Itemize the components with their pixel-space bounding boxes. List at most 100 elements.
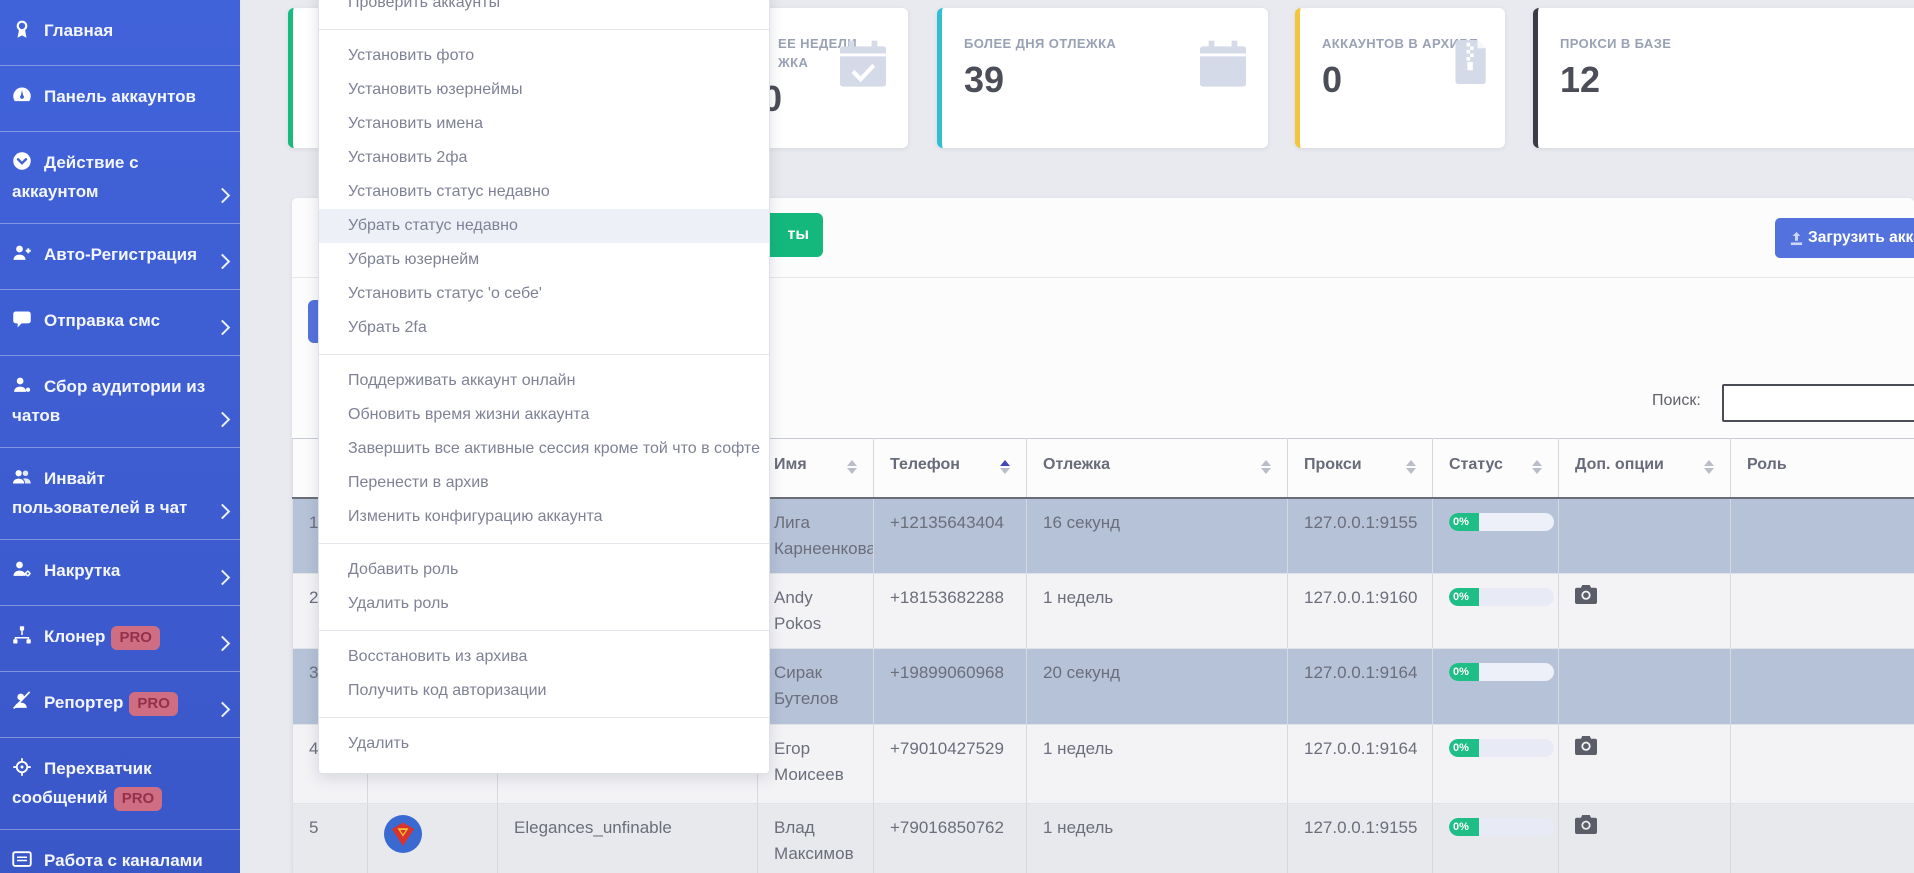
upload-accounts-button[interactable]: Загрузить акка [1775, 218, 1914, 258]
sidebar-item-boosting[interactable]: Накрутка [0, 540, 240, 606]
cell-name: Лига Карнеенкова [758, 498, 874, 574]
progress-value: 0% [1449, 588, 1479, 606]
cell-options [1559, 573, 1731, 648]
cell-phone: +79016850762 [874, 803, 1027, 873]
cell-row-number: 5 [293, 803, 368, 873]
people-icon [12, 467, 36, 495]
chat-icon [12, 309, 36, 337]
menu-item[interactable]: Установить юзернеймы [319, 73, 769, 107]
cell-delay: 20 секунд [1027, 648, 1288, 724]
cell-name: Влад Максимов [758, 803, 874, 873]
menu-item[interactable]: Убрать 2fa [319, 311, 769, 345]
column-header-label: Прокси [1304, 456, 1362, 473]
sidebar-item-reporter[interactable]: Репортер PRO [0, 672, 240, 738]
column-header-телефон[interactable]: Телефон [874, 439, 1027, 498]
search-label: Поиск: [1652, 392, 1701, 410]
sidebar-item-sms-sending[interactable]: Отправка смс [0, 290, 240, 356]
menu-item[interactable]: Поддерживать аккаунт онлайн [319, 364, 769, 398]
table-row[interactable]: 5Elegances_unfinableВлад Максимов+790168… [293, 803, 1914, 873]
menu-item[interactable]: Восстановить из архива [319, 640, 769, 674]
sidebar-item-label: Главная [44, 21, 113, 40]
person-gear-icon [12, 559, 36, 587]
sort-arrows-icon [847, 460, 857, 474]
sidebar-item-label: Работа с каналами [44, 851, 203, 870]
column-header-отлежка[interactable]: Отлежка [1027, 439, 1288, 498]
stat-card-value: 12 [1560, 61, 1911, 99]
column-header-статус[interactable]: Статус [1433, 439, 1559, 498]
cell-role [1731, 724, 1914, 803]
calendar-check-icon [840, 40, 886, 95]
account-actions-dropdown: Проверить аккаунтыУстановить фотоУстанов… [318, 0, 770, 774]
menu-item[interactable]: Установить имена [319, 107, 769, 141]
stat-card-label: ПРОКСИ В БАЗЕ [1560, 34, 1911, 53]
sort-arrows-icon [1261, 460, 1271, 474]
column-header-label: Роль [1747, 456, 1787, 473]
cell-proxy: 127.0.0.1:9160 [1288, 573, 1433, 648]
person-plus-icon [12, 243, 36, 271]
menu-item[interactable]: Удалить [319, 727, 769, 761]
sidebar-item-audience-collection[interactable]: Сбор аудитории из чатов [0, 356, 240, 448]
file-zip-icon [1455, 40, 1489, 89]
sidebar-item-label: Инвайт пользователей в чат [12, 469, 187, 517]
camera-icon[interactable] [1575, 589, 1597, 608]
progress-bar: 0% [1449, 513, 1554, 531]
progress-value: 0% [1449, 818, 1479, 836]
sidebar-item-auto-registration[interactable]: Авто-Регистрация [0, 224, 240, 290]
search-input[interactable] [1722, 384, 1914, 422]
sort-arrows-icon [1532, 460, 1542, 474]
menu-item[interactable]: Установить статус 'о себе' [319, 277, 769, 311]
menu-item[interactable]: Установить фото [319, 39, 769, 73]
cell-delay: 1 недель [1027, 573, 1288, 648]
sidebar-item-invite-users[interactable]: Инвайт пользователей в чат [0, 448, 240, 540]
menu-item[interactable]: Завершить все активные сессия кроме той … [319, 432, 769, 466]
menu-item[interactable]: Установить 2фа [319, 141, 769, 175]
menu-item[interactable]: Установить статус недавно [319, 175, 769, 209]
camera-icon[interactable] [1575, 740, 1597, 759]
cell-status: 0% [1433, 573, 1559, 648]
progress-bar: 0% [1449, 739, 1554, 757]
cell-options [1559, 803, 1731, 873]
sidebar-item-label: Сбор аудитории из чатов [12, 377, 205, 425]
menu-item[interactable]: Изменить конфигурацию аккаунта [319, 500, 769, 534]
column-header-имя[interactable]: Имя [758, 439, 874, 498]
account-avatar [384, 838, 422, 857]
sidebar-item-channels-work[interactable]: Работа с каналамиPRO [0, 830, 240, 873]
menu-item[interactable]: Перенести в архив [319, 466, 769, 500]
menu-item[interactable]: Убрать юзернейм [319, 243, 769, 277]
sidebar-item-accounts-panel[interactable]: Панель аккаунтов [0, 66, 240, 132]
progress-value: 0% [1449, 513, 1479, 531]
cell-status: 0% [1433, 648, 1559, 724]
column-header-роль[interactable]: Роль [1731, 439, 1914, 498]
menu-item[interactable]: Убрать статус недавно [319, 209, 769, 243]
camera-icon[interactable] [1575, 819, 1597, 838]
cell-delay: 1 недель [1027, 803, 1288, 873]
pro-badge: PRO [129, 692, 178, 716]
progress-bar: 0% [1449, 663, 1554, 681]
menu-item[interactable]: Удалить роль [319, 587, 769, 621]
sidebar-item-account-actions[interactable]: Действие с аккаунтом [0, 132, 240, 224]
cell-status: 0% [1433, 724, 1559, 803]
column-header-label: Доп. опции [1575, 456, 1664, 473]
sidebar-item-label: Клонер [44, 627, 105, 646]
sort-arrows-icon [1000, 460, 1010, 474]
diagram-icon [12, 625, 36, 653]
menu-item[interactable]: Обновить время жизни аккаунта [319, 398, 769, 432]
sidebar-item-home[interactable]: Главная [0, 0, 240, 66]
cell-phone: +12135643404 [874, 498, 1027, 574]
cell-status: 0% [1433, 498, 1559, 574]
column-header-доп-опции[interactable]: Доп. опции [1559, 439, 1731, 498]
menu-item[interactable]: Добавить роль [319, 553, 769, 587]
sidebar-item-label: Репортер [44, 693, 123, 712]
pro-badge: PRO [111, 626, 160, 650]
cell-proxy: 127.0.0.1:9155 [1288, 498, 1433, 574]
cell-phone: +19899060968 [874, 648, 1027, 724]
column-header-прокси[interactable]: Прокси [1288, 439, 1433, 498]
menu-item[interactable]: Проверить аккаунты [319, 0, 769, 20]
sidebar-item-cloner[interactable]: Клонер PRO [0, 606, 240, 672]
sort-arrows-icon [1406, 460, 1416, 474]
menu-item[interactable]: Получить код авторизации [319, 674, 769, 708]
sidebar-item-message-interceptor[interactable]: Перехватчик сообщенийPRO [0, 738, 240, 830]
person-collect-icon [12, 375, 36, 403]
calendar-icon [1200, 40, 1246, 95]
chevron-right-icon [215, 504, 231, 520]
